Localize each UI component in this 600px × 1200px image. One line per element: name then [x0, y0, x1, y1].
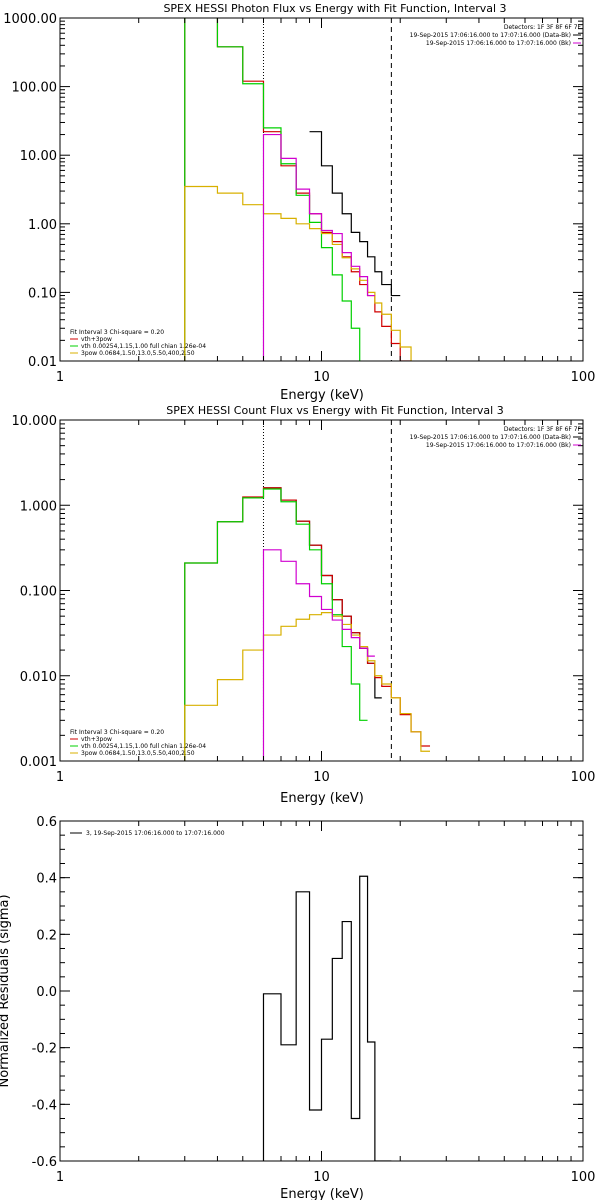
legend-detectors: Detectors: 1F 3F 8F 6F 7F — [504, 24, 582, 31]
legend-detectors: Detectors: 1F 3F 8F 6F 7F — [504, 426, 582, 433]
series-0-line — [262, 875, 392, 1161]
y-axis-label: Normalized Residuals (sigma) — [0, 894, 12, 1087]
residuals-panel: 1 10 100 -0.6 -0.4 -0.2 0.0 0.2 0.4 0.6 Energy (k… — [0, 815, 595, 1200]
y-tick-label: 10.000 — [12, 414, 58, 429]
x-tick-label: 100 — [571, 770, 596, 785]
legend-entry-label: 3, 19-Sep-2015 17:06:16.000 to 17:07:16.… — [86, 830, 225, 837]
legend: 3, 19-Sep-2015 17:06:16.000 to 17:07:16.… — [70, 830, 225, 837]
plot-marks — [184, 420, 431, 761]
y-tick-label: -0.2 — [32, 1042, 57, 1057]
plot-area — [184, 420, 431, 761]
x-tick-label: 1 — [56, 370, 64, 385]
legend-entry-label: 19-Sep-2015 17:06:16.000 to 17:07:16.000… — [410, 434, 571, 441]
series-4-line — [262, 549, 375, 761]
series-1-line — [184, 18, 412, 361]
y-tick-label: 0.6 — [36, 815, 57, 830]
series-0-line — [309, 131, 401, 297]
x-axis-label: Energy (keV) — [280, 1187, 364, 1200]
y-tick-label: 0.0 — [36, 985, 57, 1000]
y-tick-label: 0.010 — [20, 670, 57, 685]
x-tick-label: 1 — [56, 770, 64, 785]
y-tick-label: 0.100 — [20, 585, 57, 600]
legend-entry-label: vth+3pow — [81, 736, 112, 743]
legend-header: Fit Interval 3 Chi-square = 0.20 — [70, 729, 164, 736]
y-tick-label: 1.00 — [28, 218, 57, 233]
photon-flux-panel: SPEX HESSI Photon Flux vs Energy with Fi… — [3, 2, 595, 403]
axis-ticks: 1 10 100 -0.6 -0.4 -0.2 0.0 0.2 0.4 0.6 — [32, 815, 596, 1185]
legend-entry-label: 3pow 0.0684,1.50,13.0,5.50,400,2.50 — [81, 750, 195, 757]
series-2-line — [184, 18, 361, 361]
x-tick-label: 1 — [56, 1170, 64, 1185]
series-1-line — [184, 487, 431, 761]
legend-bottom: Fit Interval 3 Chi-square = 0.20vth+3pow… — [70, 729, 206, 757]
series-2-line — [184, 488, 368, 761]
plot-frame — [59, 419, 584, 762]
legend-entry-label: 19-Sep-2015 17:06:16.000 to 17:07:16.000… — [410, 32, 571, 39]
plot-marks — [184, 18, 412, 361]
x-tick-label: 100 — [571, 1170, 596, 1185]
y-tick-label: 0.10 — [28, 286, 57, 301]
y-tick-label: -0.4 — [32, 1098, 57, 1113]
x-tick-label: 10 — [313, 770, 330, 785]
y-tick-label: 0.001 — [20, 755, 57, 770]
y-tick-label: 10.00 — [20, 149, 57, 164]
x-axis-label: Energy (keV) — [280, 388, 364, 403]
legend-header: Fit Interval 3 Chi-square = 0.20 — [70, 329, 164, 336]
legend-entry-label: 19-Sep-2015 17:06:16.000 to 17:07:16.000… — [426, 442, 571, 449]
y-tick-label: -0.6 — [32, 1155, 57, 1170]
y-tick-label: 1.000 — [20, 499, 57, 514]
legend-entry-label: vth 0.00254,1.15,1.00 full chian 1.26e-0… — [81, 743, 206, 750]
y-tick-label: 1000.00 — [3, 12, 57, 27]
series-0-line — [263, 487, 382, 699]
series-3-line — [184, 612, 431, 761]
x-tick-label: 100 — [571, 370, 596, 385]
plot-frame — [59, 17, 584, 362]
y-tick-label: 0.4 — [36, 872, 57, 887]
plot-marks — [262, 875, 392, 1161]
legend-bottom: Fit Interval 3 Chi-square = 0.20vth+3pow… — [70, 329, 206, 357]
count-flux-panel: SPEX HESSI Count Flux vs Energy with Fit… — [12, 404, 596, 806]
series-3-line — [184, 185, 412, 361]
axis-ticks: 1 10 100 0.01 0.10 1.00 10.00 100.00 1000.00 — [3, 12, 595, 385]
legend-entry-label: vth+3pow — [81, 336, 112, 343]
x-tick-label: 10 — [313, 370, 330, 385]
legend-entry-label: 3pow 0.0684,1.50,13.0,5.50,400,2.50 — [81, 350, 195, 357]
legend-entry-label: 19-Sep-2015 17:06:16.000 to 17:07:16.000… — [426, 40, 571, 47]
series-4-line — [262, 133, 375, 361]
x-tick-label: 10 — [313, 1170, 330, 1185]
y-tick-label: 100.00 — [12, 81, 58, 96]
chart-title: SPEX HESSI Count Flux vs Energy with Fit… — [166, 404, 503, 417]
plot-area — [184, 18, 412, 361]
plot-area — [262, 875, 392, 1161]
chart-title: SPEX HESSI Photon Flux vs Energy with Fi… — [163, 2, 506, 15]
y-tick-label: 0.01 — [28, 355, 57, 370]
x-axis-label: Energy (keV) — [280, 791, 364, 806]
axis-ticks: 1 10 100 0.001 0.010 0.100 1.000 10.000 — [12, 414, 596, 785]
legend-entry-label: vth 0.00254,1.15,1.00 full chian 1.26e-0… — [81, 343, 206, 350]
y-tick-label: 0.2 — [36, 928, 57, 943]
